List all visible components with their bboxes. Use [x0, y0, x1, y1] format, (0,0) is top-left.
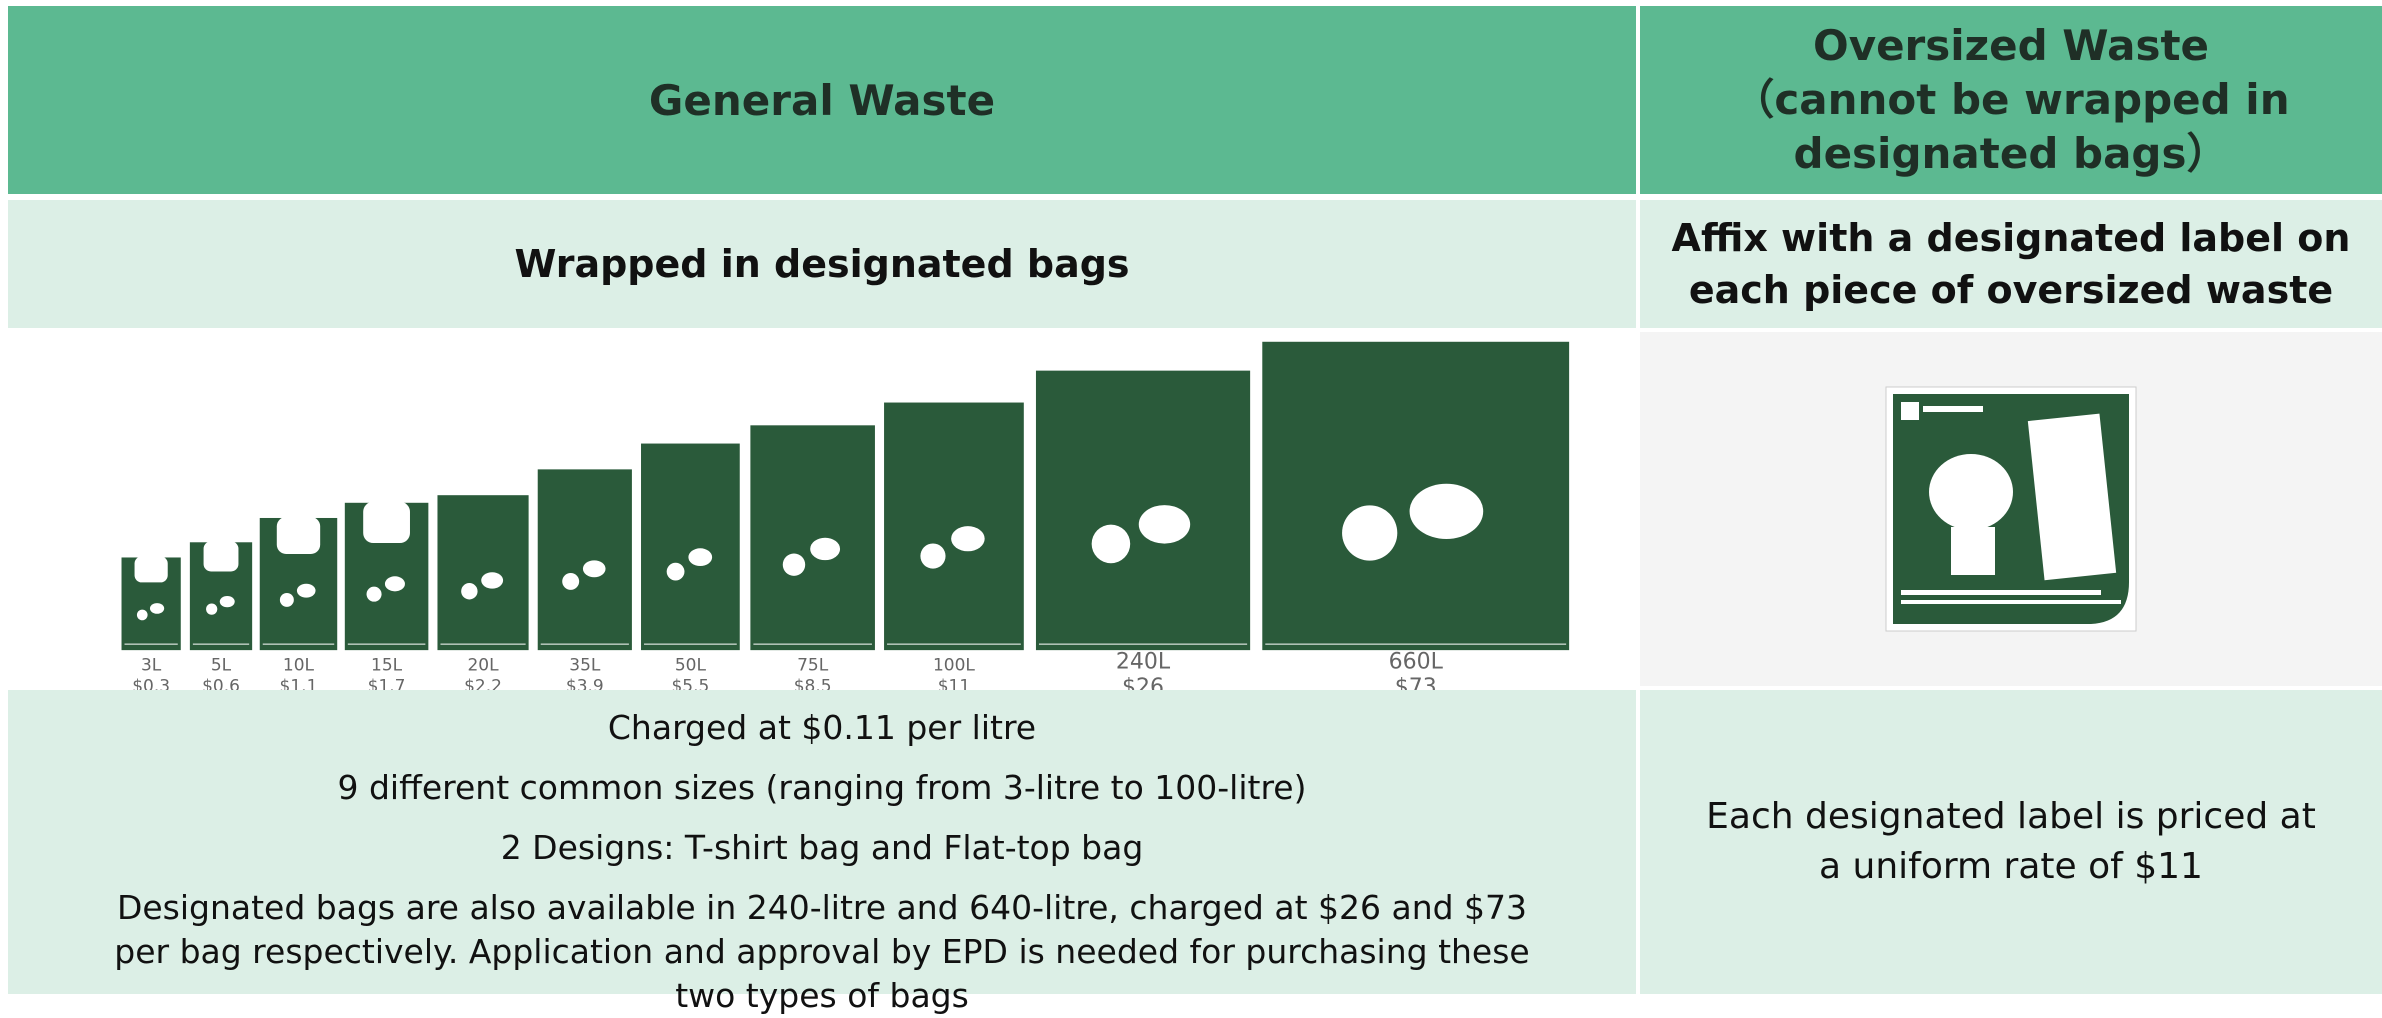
bag-size: 660L: [1389, 649, 1444, 674]
bag-bubble: [1410, 484, 1484, 539]
title: Oversized Waste: [1813, 19, 2209, 73]
bag-handle-cutout: [277, 517, 320, 554]
bag-figure: [920, 543, 945, 568]
bag-figure: [461, 583, 477, 599]
label-image: [1881, 382, 2141, 636]
bag-price: $2.2: [464, 677, 502, 690]
bag-price: $73: [1395, 675, 1437, 690]
bag-size: 15L: [371, 655, 403, 675]
bag-figure: [1092, 525, 1131, 564]
bag-handle-cutout: [363, 502, 410, 543]
method-oversized: Affix with a designated label on each pi…: [1640, 200, 2382, 328]
page: General Waste Oversized Waste（cannot be …: [0, 0, 2382, 994]
notes-oversized: Each designated label is priced at a uni…: [1640, 690, 2382, 994]
bag-lineup: 3L $0.3 5L $0.6 10L $1.1 15L $1.7 20L $2.2 35L $3.9…: [0, 332, 1636, 690]
bag-bubble: [810, 538, 840, 560]
note: 2 Designs: T-shirt bag and Flat-top bag: [501, 826, 1144, 870]
note: Charged at $0.11 per litre: [608, 706, 1036, 750]
bag-figure: [367, 587, 382, 602]
notes-general: Charged at $0.11 per litre 9 different c…: [8, 690, 1636, 994]
bag-bubble: [1139, 505, 1190, 544]
bag-price: $26: [1122, 675, 1164, 690]
bag-size: 75L: [797, 655, 829, 675]
bag: [538, 469, 632, 650]
bag-bubble: [951, 526, 985, 551]
bag: [1262, 342, 1569, 650]
bag-size: 10L: [283, 655, 315, 675]
bag-figure: [667, 563, 685, 581]
bag-price: $5.5: [671, 677, 709, 690]
bag-bubble: [220, 596, 235, 607]
note: 9 different common sizes (ranging from 3…: [338, 766, 1307, 810]
bag-size: 240L: [1116, 649, 1171, 674]
header-general: General Waste: [8, 6, 1636, 194]
bag-price: $1.1: [280, 677, 318, 690]
bag-handle-cutout: [204, 541, 239, 571]
header-oversized: Oversized Waste（cannot be wrapped in des…: [1640, 6, 2382, 194]
bag-figure: [562, 573, 579, 590]
bag: [1036, 371, 1250, 650]
bag: [437, 495, 528, 650]
bag-bubble: [297, 584, 316, 598]
bag-bubble: [688, 548, 712, 566]
bag-figure: [783, 553, 805, 575]
bag: [884, 403, 1024, 651]
label-panel: [1640, 332, 2382, 686]
bag: [750, 425, 875, 650]
note: （cannot be wrapped in designated bags）: [1640, 73, 2382, 181]
bag-size: 35L: [569, 655, 601, 675]
bag-price: $11: [938, 677, 970, 690]
bag-figure: [280, 593, 294, 607]
bag-bubble: [150, 603, 164, 614]
title: General Waste: [649, 76, 995, 125]
bag: [641, 444, 740, 651]
method-general: Wrapped in designated bags: [8, 200, 1636, 328]
bag-bubble: [481, 572, 503, 588]
bag-price: $1.7: [368, 677, 406, 690]
bag-bubble: [385, 576, 405, 591]
bag-price: $0.3: [132, 677, 170, 690]
bag-size: 5L: [211, 655, 232, 675]
note: Designated bags are also available in 24…: [97, 886, 1547, 1018]
bag-price: $8.5: [794, 677, 832, 690]
bag-price: $0.6: [202, 677, 240, 690]
bag-figure: [206, 604, 217, 615]
bag-price: $3.9: [566, 677, 604, 690]
bag-handle-cutout: [135, 556, 168, 582]
bag-figure: [1342, 505, 1397, 560]
bag-bubble: [583, 560, 606, 577]
bag-size: 100L: [933, 655, 975, 675]
bag-size: 3L: [141, 655, 162, 675]
bag-figure: [137, 610, 148, 621]
bag-size: 20L: [467, 655, 499, 675]
bag-size: 50L: [675, 655, 707, 675]
